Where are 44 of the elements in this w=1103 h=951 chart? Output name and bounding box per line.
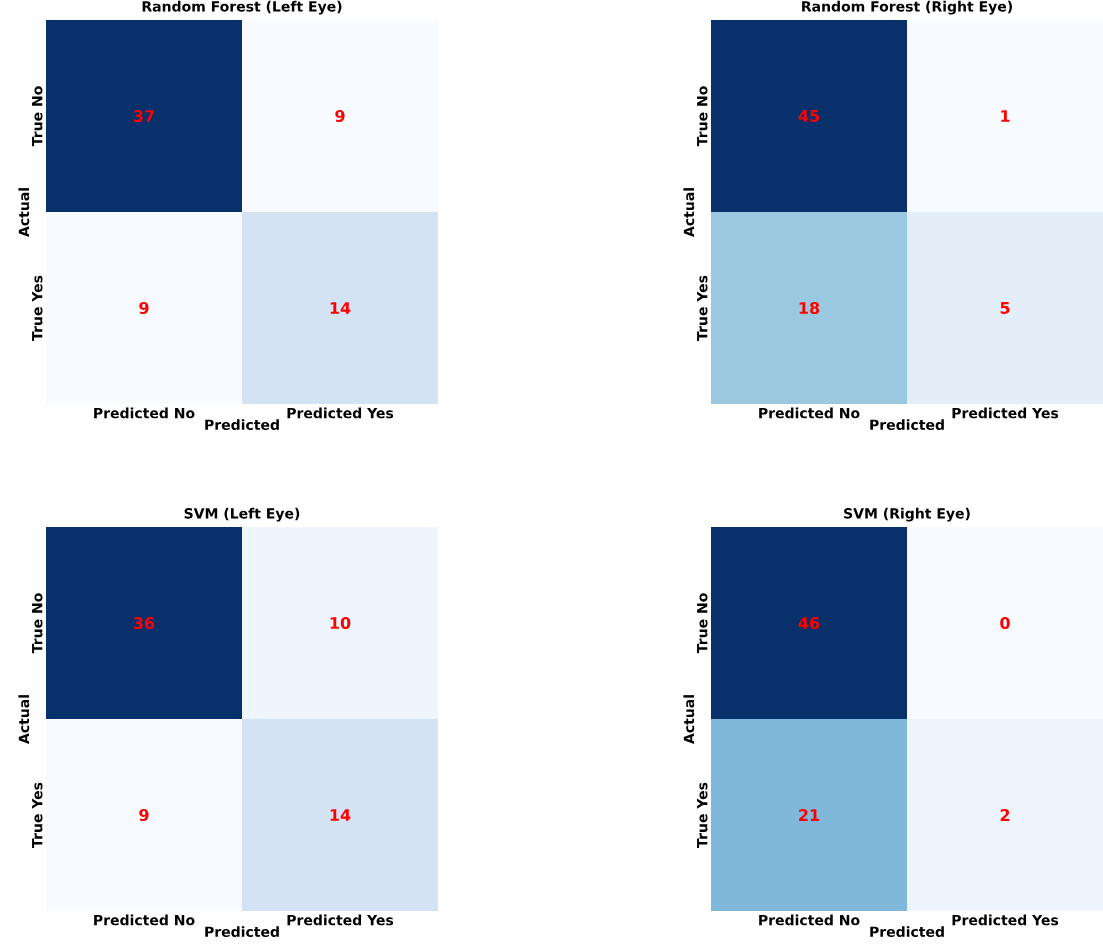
y-tick-label: True No <box>697 593 708 654</box>
x-axis-title: Predicted <box>870 926 944 938</box>
chart-title: SVM (Left Eye) <box>184 507 300 522</box>
data-label: 37 <box>133 109 154 123</box>
y-tick-label: True Yes <box>32 782 43 848</box>
data-label: 18 <box>799 301 820 315</box>
data-label: 10 <box>330 616 351 630</box>
x-axis-title: Predicted <box>205 926 279 938</box>
data-label: 1 <box>1001 110 1010 122</box>
x-tick-label: Predicted Yes <box>287 914 394 926</box>
y-tick-label: True Yes <box>697 782 708 848</box>
y-axis-title: Actual <box>683 695 695 744</box>
data-label: 21 <box>799 809 820 821</box>
data-label: 9 <box>139 301 149 315</box>
x-tick-label: Predicted Yes <box>952 407 1059 419</box>
x-axis-title: Predicted <box>870 419 944 431</box>
chart-title: SVM (Right Eye) <box>844 507 970 522</box>
x-tick-label: Predicted No <box>759 407 860 419</box>
x-axis-title: Predicted <box>205 419 279 431</box>
y-axis-title: Actual <box>683 188 695 237</box>
data-label: 9 <box>139 808 149 822</box>
y-tick-label: True Yes <box>32 275 43 341</box>
data-label: 9 <box>335 109 345 123</box>
y-tick-label: True No <box>32 86 43 147</box>
x-tick-label: Predicted No <box>94 407 195 419</box>
data-label: 45 <box>798 110 820 122</box>
data-label: 14 <box>330 302 351 314</box>
data-label: 36 <box>133 616 155 630</box>
y-tick-label: True Yes <box>697 275 708 341</box>
x-tick-label: Predicted No <box>94 914 195 926</box>
chart-title: Random Forest (Right Eye) <box>802 0 1012 15</box>
x-tick-label: Predicted Yes <box>287 407 394 419</box>
y-tick-label: True No <box>697 86 708 147</box>
y-tick-label: True No <box>32 593 43 654</box>
data-label: 46 <box>798 616 820 630</box>
y-axis-title: Actual <box>18 188 30 237</box>
y-axis-title: Actual <box>18 695 30 744</box>
x-tick-label: Predicted Yes <box>952 914 1059 926</box>
data-label: 2 <box>1000 809 1010 821</box>
data-label: 5 <box>1000 302 1010 314</box>
chart-title: Random Forest (Left Eye) <box>142 0 342 15</box>
data-label: 0 <box>1000 616 1010 630</box>
x-tick-label: Predicted No <box>759 914 860 926</box>
data-label: 14 <box>330 809 351 821</box>
